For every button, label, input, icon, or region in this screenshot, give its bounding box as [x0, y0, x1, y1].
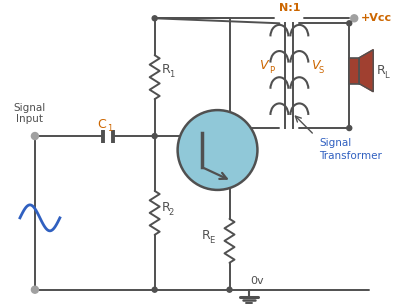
Circle shape [178, 110, 258, 190]
Circle shape [152, 16, 157, 21]
Polygon shape [359, 50, 373, 92]
Text: R: R [162, 63, 170, 76]
Circle shape [152, 134, 157, 139]
Circle shape [351, 15, 358, 22]
Circle shape [227, 287, 232, 292]
Text: P: P [269, 66, 274, 75]
Text: Signal: Signal [14, 103, 46, 113]
Text: E: E [210, 236, 215, 245]
Text: V: V [259, 59, 268, 72]
Text: 1: 1 [107, 124, 112, 132]
Text: V: V [311, 59, 320, 72]
Circle shape [152, 287, 157, 292]
Text: R: R [162, 201, 170, 214]
Text: +Vcc: +Vcc [361, 13, 392, 23]
Text: Signal: Signal [319, 138, 352, 148]
Text: R: R [202, 229, 210, 242]
Circle shape [347, 21, 352, 26]
Text: 2: 2 [169, 209, 174, 217]
Bar [349, 58, 359, 84]
Text: R: R [377, 64, 386, 77]
Text: Transformer: Transformer [319, 151, 382, 161]
Circle shape [32, 132, 38, 140]
Circle shape [347, 126, 352, 131]
Circle shape [32, 286, 38, 293]
Text: 0v: 0v [251, 276, 264, 286]
Text: N:1: N:1 [279, 3, 300, 13]
Text: C: C [98, 118, 106, 131]
Text: L: L [384, 71, 389, 80]
Text: Input: Input [16, 114, 44, 124]
Text: 1: 1 [169, 70, 174, 79]
Text: S: S [318, 66, 324, 75]
